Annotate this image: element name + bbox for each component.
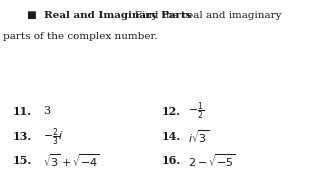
Text: 14.: 14. [162, 131, 181, 142]
Text: 15.: 15. [13, 155, 32, 166]
Text: Find the real and imaginary: Find the real and imaginary [125, 11, 282, 20]
Text: $2-\sqrt{-5}$: $2-\sqrt{-5}$ [188, 152, 236, 169]
Text: 11.: 11. [13, 106, 32, 117]
Text: 13.: 13. [13, 131, 32, 142]
Text: 12.: 12. [162, 106, 181, 117]
Text: $\sqrt{3}+\sqrt{-4}$: $\sqrt{3}+\sqrt{-4}$ [43, 152, 100, 169]
Text: $i\sqrt{3}$: $i\sqrt{3}$ [188, 129, 209, 145]
Text: 3: 3 [43, 106, 50, 116]
Text: $-\frac{1}{2}$: $-\frac{1}{2}$ [188, 101, 204, 122]
Text: $-\frac{2}{3}i$: $-\frac{2}{3}i$ [43, 126, 64, 148]
Text: 16.: 16. [162, 155, 181, 166]
Text: ■  Real and Imaginary Parts: ■ Real and Imaginary Parts [27, 11, 192, 20]
Text: parts of the complex number.: parts of the complex number. [3, 32, 158, 41]
